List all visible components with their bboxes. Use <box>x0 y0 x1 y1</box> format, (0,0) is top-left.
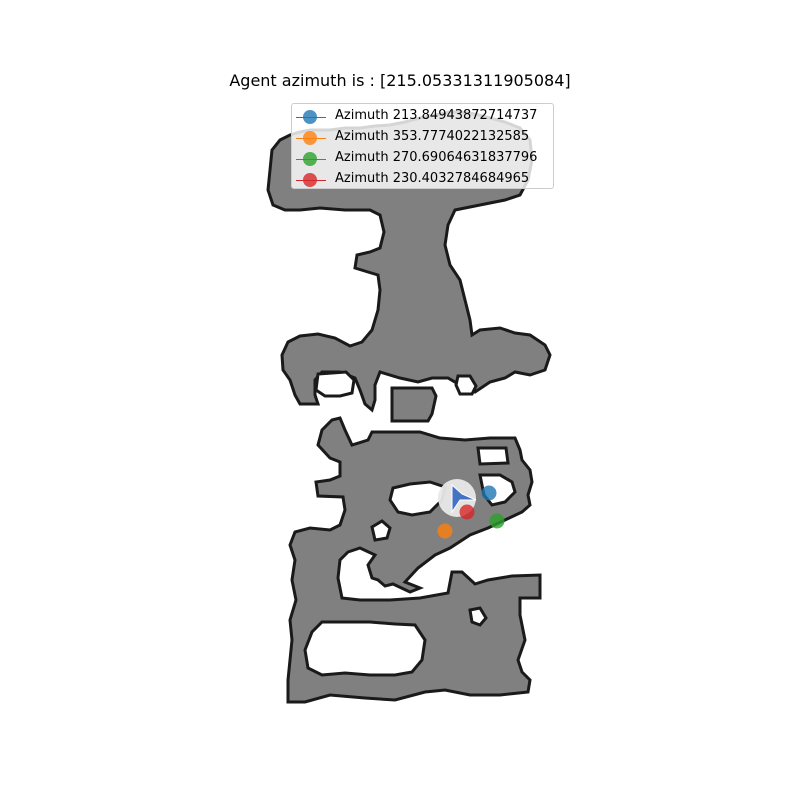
legend-label-3: Azimuth 270.69064631837796 <box>335 150 538 165</box>
figure-title: Agent azimuth is : [215.05331311905084] <box>229 71 571 90</box>
legend-marker-2 <box>303 131 317 145</box>
obstacles <box>303 370 517 677</box>
obstacle-mid-left <box>388 480 447 517</box>
obstacle-top-right-box <box>476 446 510 466</box>
map-region-small-block <box>390 386 438 423</box>
obstacle-lower-right <box>468 606 488 627</box>
legend-label-4: Azimuth 230.4032784684965 <box>335 171 530 186</box>
waypoint-marker-4 <box>459 504 475 520</box>
obstacle-small-left <box>370 519 392 542</box>
agent-icon <box>451 483 477 514</box>
legend: Azimuth 213.84943872714737 Azimuth 353.7… <box>291 103 554 189</box>
waypoint-marker-3 <box>489 513 505 529</box>
waypoint-marker-2 <box>437 523 453 539</box>
legend-label-1: Azimuth 213.84943872714737 <box>335 108 538 123</box>
navigable-area <box>266 110 552 704</box>
legend-label-2: Azimuth 353.7774022132585 <box>335 129 530 144</box>
legend-entry-3: Azimuth 270.69064631837796 <box>292 149 555 169</box>
legend-marker-3 <box>303 152 317 166</box>
legend-marker-4 <box>303 173 317 187</box>
legend-marker-1 <box>303 110 317 124</box>
obstacle-lower-room <box>303 620 427 677</box>
waypoint-marker-1 <box>481 485 497 501</box>
legend-entry-1: Azimuth 213.84943872714737 <box>292 107 555 127</box>
legend-entry-4: Azimuth 230.4032784684965 <box>292 170 555 190</box>
obstacle-upper-right <box>454 374 478 396</box>
obstacle-upper-left <box>314 370 356 398</box>
legend-entry-2: Azimuth 353.7774022132585 <box>292 128 555 148</box>
